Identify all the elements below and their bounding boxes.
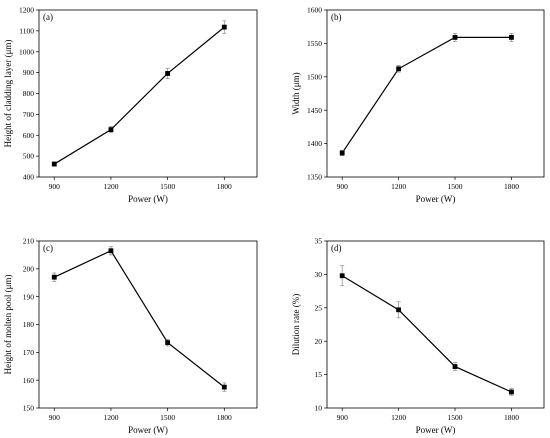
data-point xyxy=(221,384,227,390)
y-tick-label: 1600 xyxy=(307,6,322,15)
x-tick-label: 1800 xyxy=(504,413,519,422)
y-tick-label: 30 xyxy=(315,270,323,279)
data-point xyxy=(396,307,402,313)
chart-panel: (b) 1350 1400 1450 1500 1550 1600 900 1200 1500 18… xyxy=(291,6,545,204)
x-axis-label: Power (W) xyxy=(128,425,168,435)
x-tick-label: 1500 xyxy=(160,413,175,422)
x-tick-label: 1200 xyxy=(391,182,406,191)
y-tick-label: 1200 xyxy=(19,6,34,15)
data-point xyxy=(108,248,114,254)
data-point xyxy=(452,364,458,369)
y-tick-label: 800 xyxy=(23,89,35,98)
y-tick-label: 1100 xyxy=(19,26,34,35)
series-line xyxy=(341,36,512,154)
y-tick-label: 160 xyxy=(23,376,35,385)
panel-label: (a) xyxy=(43,12,53,22)
y-tick-label: 10 xyxy=(315,404,323,413)
data-point xyxy=(509,389,514,395)
series-line xyxy=(54,249,225,388)
y-tick-label: 1450 xyxy=(307,106,322,115)
y-tick-label: 25 xyxy=(315,303,323,312)
y-tick-label: 500 xyxy=(23,152,35,161)
y-tick-label: 170 xyxy=(23,348,35,357)
y-tick-label: 200 xyxy=(23,264,35,273)
x-axis-label: Power (W) xyxy=(128,194,168,204)
y-axis-label: Width (μm) xyxy=(291,72,301,114)
data-point xyxy=(51,161,57,167)
x-tick-label: 1500 xyxy=(448,413,463,422)
data-point xyxy=(51,274,57,280)
y-tick-label: 1000 xyxy=(19,47,34,56)
x-tick-label: 1500 xyxy=(448,182,463,191)
data-point xyxy=(339,150,345,156)
series-line xyxy=(341,275,512,393)
y-tick-label: 35 xyxy=(315,237,323,246)
chart-panel: (d) 10 15 20 25 30 35 900 1200 1500 1800 Power (W) D… xyxy=(291,237,545,435)
panel-label: (c) xyxy=(43,243,53,253)
y-tick-label: 180 xyxy=(23,320,35,329)
series-line xyxy=(53,26,225,165)
plot-frame xyxy=(326,9,545,178)
data-point xyxy=(108,127,114,133)
x-tick-label: 900 xyxy=(49,413,61,422)
x-tick-label: 1800 xyxy=(504,182,519,191)
x-tick-label: 1200 xyxy=(103,182,118,191)
y-tick-label: 20 xyxy=(315,337,323,346)
y-axis-label: Height of cladding layer (μm) xyxy=(3,40,13,148)
y-tick-label: 1500 xyxy=(307,72,322,81)
y-tick-label: 700 xyxy=(23,110,35,119)
x-tick-label: 1200 xyxy=(103,413,118,422)
data-point xyxy=(396,66,402,72)
y-tick-label: 210 xyxy=(23,237,35,246)
data-point xyxy=(221,24,227,30)
data-point xyxy=(165,71,171,76)
x-tick-label: 1800 xyxy=(217,413,232,422)
chart-panel: (c) 150 160 170 180 190 200 210 900 1200 1500 1800 P… xyxy=(3,237,258,435)
chart-panel: (a) 400 500 600 700 800 900 1000 1100 1200 900 1200… xyxy=(3,6,258,204)
data-point xyxy=(165,340,171,345)
y-tick-label: 1550 xyxy=(307,39,322,48)
x-axis-label: Power (W) xyxy=(416,194,456,204)
y-tick-label: 400 xyxy=(23,173,35,182)
x-tick-label: 900 xyxy=(49,182,61,191)
data-point xyxy=(339,273,345,279)
panel-label: (b) xyxy=(331,12,342,22)
x-axis-label: Power (W) xyxy=(416,425,456,435)
x-tick-label: 1200 xyxy=(391,413,406,422)
x-tick-label: 900 xyxy=(337,413,349,422)
x-tick-label: 1800 xyxy=(217,182,232,191)
plot-frame xyxy=(326,240,545,409)
y-axis-label: Height of molten pool (μm) xyxy=(3,275,13,375)
y-axis-label: Dilution rate (%) xyxy=(291,294,301,355)
x-tick-label: 1500 xyxy=(160,182,175,191)
data-point xyxy=(452,34,458,40)
y-tick-label: 15 xyxy=(315,370,323,379)
y-tick-label: 600 xyxy=(23,131,35,140)
y-tick-label: 150 xyxy=(23,404,35,413)
y-tick-label: 900 xyxy=(23,68,35,77)
y-tick-label: 190 xyxy=(23,292,35,301)
y-tick-label: 1350 xyxy=(307,173,322,182)
x-tick-label: 900 xyxy=(337,182,349,191)
y-tick-label: 1400 xyxy=(307,139,322,148)
data-point xyxy=(509,34,514,40)
panel-label: (d) xyxy=(331,243,342,253)
